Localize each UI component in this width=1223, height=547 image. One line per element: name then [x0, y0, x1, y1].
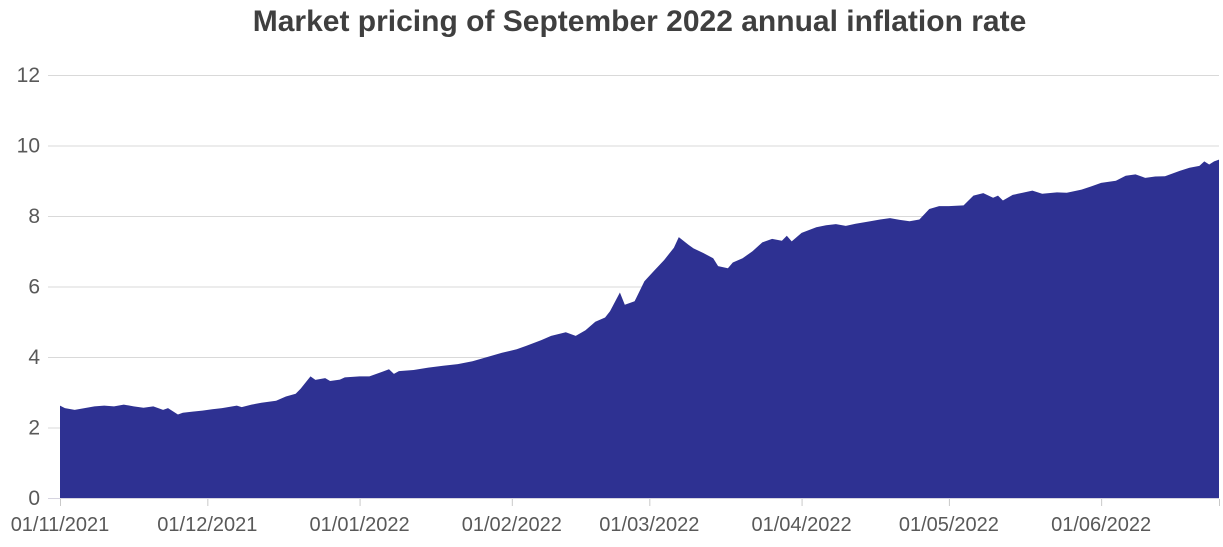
x-axis-tick-label: 01/02/2022 [462, 514, 562, 536]
x-axis-tick-label: 01/05/2022 [899, 514, 999, 536]
y-axis-tick-label: 8 [28, 205, 40, 228]
chart-title: Market pricing of September 2022 annual … [252, 5, 1027, 38]
x-axis-tick-label: 01/01/2022 [310, 514, 410, 536]
y-axis-tick-label: 12 [17, 64, 40, 87]
x-axis-tick-label: 01/03/2022 [599, 514, 699, 536]
y-axis-tick-label: 6 [28, 276, 40, 299]
x-axis-tick-label: 01/06/2022 [1051, 514, 1151, 536]
x-axis-tick-label: 01/12/2021 [157, 514, 257, 536]
y-axis-tick-label: 2 [28, 417, 40, 440]
y-axis-tick-label: 10 [17, 135, 40, 158]
x-axis-tick-label: 01/11/2021 [11, 514, 110, 536]
x-axis-tick-label: 01/04/2022 [752, 514, 852, 536]
y-axis-tick-label: 4 [28, 346, 40, 369]
y-axis-tick-label: 0 [28, 487, 40, 510]
area-series [60, 159, 1219, 498]
